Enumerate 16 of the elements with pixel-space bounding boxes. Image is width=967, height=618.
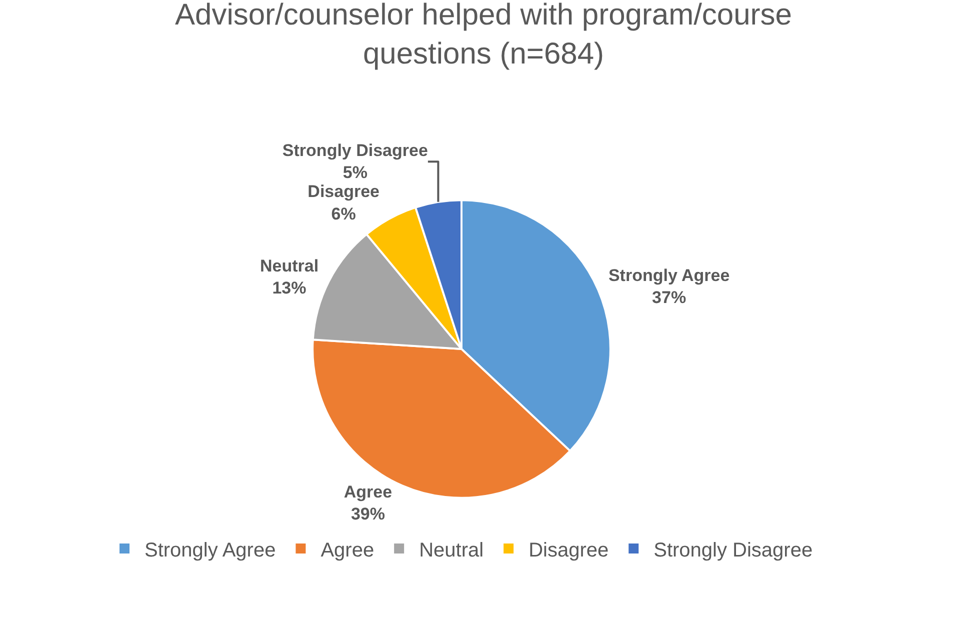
data-label: 39% [350,504,386,524]
data-label: 37% [652,288,686,308]
chart-title: Advisor/counselor helped with program/course questions (n=684) [175,0,792,71]
slice-label: Agree [344,482,392,502]
legend-label: Strongly Agree [144,539,276,562]
legend-label: Strongly Disagree [654,539,813,562]
legend-label: Agree [320,539,374,562]
slice-label: Disagree [308,182,380,202]
legend-label: Disagree [528,539,609,562]
data-label: 13% [272,278,306,298]
slice-label: Neutral [260,256,319,276]
data-label: 6% [331,204,356,224]
data-label: 5% [342,163,368,182]
legend-label: Neutral [419,539,484,562]
slice-label: Strongly Agree [608,266,730,286]
slice-label: Strongly Disagree [282,141,428,160]
